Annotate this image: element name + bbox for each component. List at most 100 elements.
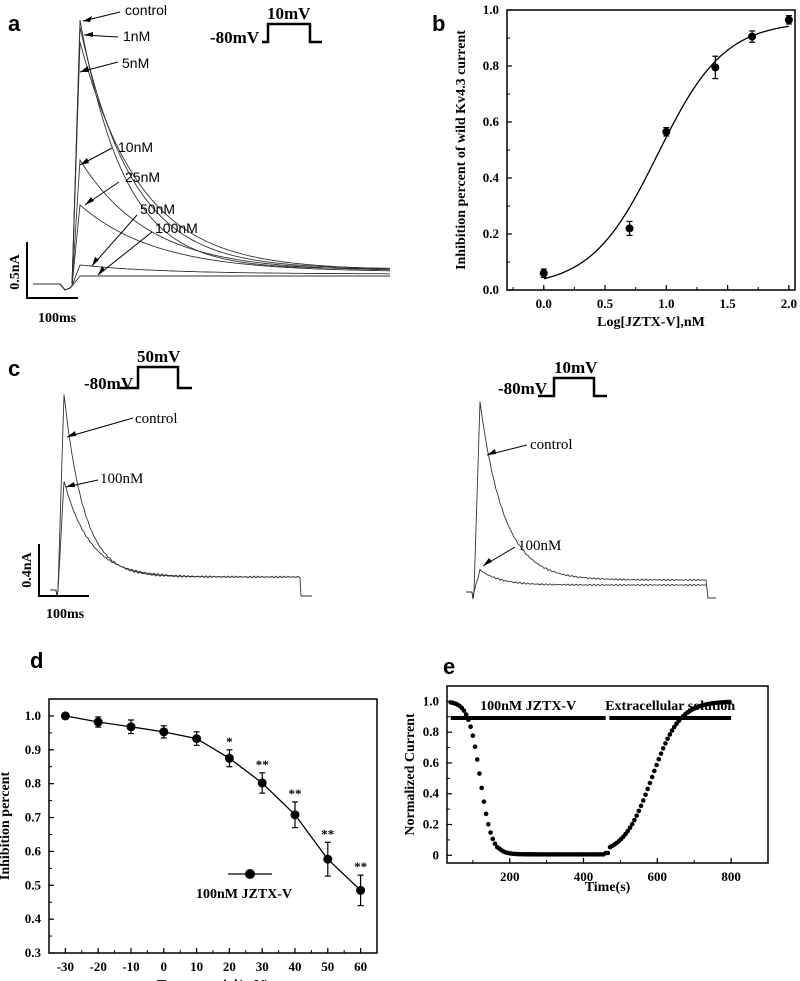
arrowhead xyxy=(83,16,92,22)
y-tick-label: 0.8 xyxy=(483,58,500,73)
arrowhead xyxy=(66,482,75,487)
step-potential-right: 10mV xyxy=(554,358,598,377)
data-point xyxy=(323,854,333,864)
time-point xyxy=(479,785,484,791)
y-tick-label: 0.2 xyxy=(483,226,499,241)
time-point xyxy=(665,736,670,742)
time-point xyxy=(483,811,489,817)
trace-labels xyxy=(79,11,153,276)
x-tick-label: 0.0 xyxy=(536,296,552,311)
x-tick-label: 30 xyxy=(256,959,269,974)
panel-b: b 0.0 0.5 1.0 1.5 2.0 0.0 0.2 0.4 0.6 0.8 1.0 Log[J… xyxy=(432,2,797,330)
y-tick-label: 1.0 xyxy=(483,2,499,17)
panel-a: a -80mV 10mV 0.5nA 100ms xyxy=(8,2,391,326)
scale-bar-c xyxy=(38,544,89,597)
arrow-control-left xyxy=(66,417,134,438)
data-point xyxy=(290,810,300,820)
data-point xyxy=(356,885,366,895)
arrowhead xyxy=(85,197,94,205)
panel-c-label: c xyxy=(8,356,20,381)
data-point xyxy=(93,717,103,727)
y-axis-label: Inhibition percent xyxy=(0,772,13,881)
x-tick-label: 800 xyxy=(721,869,741,884)
time-point xyxy=(486,821,491,827)
x-tick-label: -20 xyxy=(90,959,107,974)
chart-d: -30 -20 -10 0 10 20 30 40 50 60 0.3 0.4 0.5 0.6 0.7 0.8… xyxy=(0,698,378,981)
y-tick-label: 0.8 xyxy=(25,776,42,791)
time-point xyxy=(660,746,666,751)
panel-b-label: b xyxy=(432,11,445,36)
application-label: 100nM JZTX-V xyxy=(480,699,576,714)
x-tick-label: 0 xyxy=(161,959,168,974)
time-point xyxy=(671,724,677,730)
y-tick-label: 1.0 xyxy=(423,693,439,708)
arrowhead xyxy=(483,558,492,566)
arrowhead xyxy=(98,266,105,275)
time-point xyxy=(488,830,493,835)
y-tick-label: 0 xyxy=(433,847,440,862)
time-point xyxy=(461,708,467,713)
step-potential: 10mV xyxy=(267,4,311,23)
label-10nm: 10nM xyxy=(118,139,153,155)
data-point xyxy=(192,734,202,744)
time-point xyxy=(627,825,633,831)
panel-d: d -30 -20 -10 0 10 20 30 40 50 60 0.3 0.4 0.5 0.6 0.7 0… xyxy=(0,648,378,981)
time-point xyxy=(667,732,673,737)
x-tick-label: 0.5 xyxy=(597,296,614,311)
x-axis-label: Log[JZTX-V],nM xyxy=(597,315,705,330)
y-tick-label: 0.4 xyxy=(483,170,500,185)
panel-e: e 200 400 600 800 0 0.2 0.4 0.6 0.8 1.0 Time(s) Nor… xyxy=(403,654,769,895)
time-point xyxy=(654,762,659,768)
x-tick-label: -10 xyxy=(122,959,139,974)
time-point xyxy=(669,728,675,733)
time-point xyxy=(629,821,635,827)
arrow-100nm xyxy=(97,231,153,276)
y-axis-label: Inhibition percent of wild Kv4.3 current xyxy=(454,30,469,270)
time-point xyxy=(634,813,639,818)
data-point xyxy=(224,753,234,763)
panel-d-label: d xyxy=(30,648,43,673)
label-control-left: control xyxy=(135,411,178,427)
data-point xyxy=(711,63,720,72)
time-point xyxy=(727,699,732,705)
time-point xyxy=(640,798,646,803)
data-point xyxy=(539,269,548,278)
panel-e-label: e xyxy=(443,654,455,679)
panel-c-traces xyxy=(50,394,716,600)
time-point xyxy=(605,850,611,856)
y-tick-label: 0.0 xyxy=(483,282,499,297)
time-point xyxy=(663,741,668,746)
x-tick-label: 60 xyxy=(354,959,367,974)
y-tick-label: 0.7 xyxy=(25,810,42,825)
time-point xyxy=(643,792,648,798)
time-point xyxy=(638,803,644,809)
x-tick-label: 20 xyxy=(223,959,236,974)
label-100nm: 100nM xyxy=(155,220,198,236)
time-point xyxy=(490,836,496,842)
series-line xyxy=(65,715,362,891)
time-point xyxy=(470,733,476,738)
data-point xyxy=(126,722,136,732)
label-100nm-left: 100nM xyxy=(100,471,143,487)
time-point xyxy=(658,751,664,756)
y-tick-label: 0.3 xyxy=(25,945,42,960)
x-tick-label: 40 xyxy=(289,959,302,974)
x-axis-label: Time(s) xyxy=(585,880,631,895)
x-tick-label: 200 xyxy=(500,869,520,884)
current-trace-100nm-left xyxy=(50,481,301,598)
label-5nm: 5nM xyxy=(122,55,149,71)
x-tick-label: 400 xyxy=(574,869,594,884)
current-trace xyxy=(33,275,390,291)
plot-frame xyxy=(506,9,796,291)
arrowhead xyxy=(84,32,93,37)
panel-a-protocol: -80mV 10mV xyxy=(210,4,322,47)
time-point xyxy=(632,817,637,823)
x-tick-label: 2.0 xyxy=(781,296,797,311)
chart-b: 0.0 0.5 1.0 1.5 2.0 0.0 0.2 0.4 0.6 0.8 1.0 Log[JZT… xyxy=(454,2,797,330)
voltage-step-shape xyxy=(262,22,322,44)
time-point xyxy=(474,757,480,762)
arrowhead xyxy=(80,66,89,72)
label-control: control xyxy=(125,2,167,18)
y-tick-label: 0.9 xyxy=(25,742,42,757)
significance-marker: ** xyxy=(256,757,269,772)
